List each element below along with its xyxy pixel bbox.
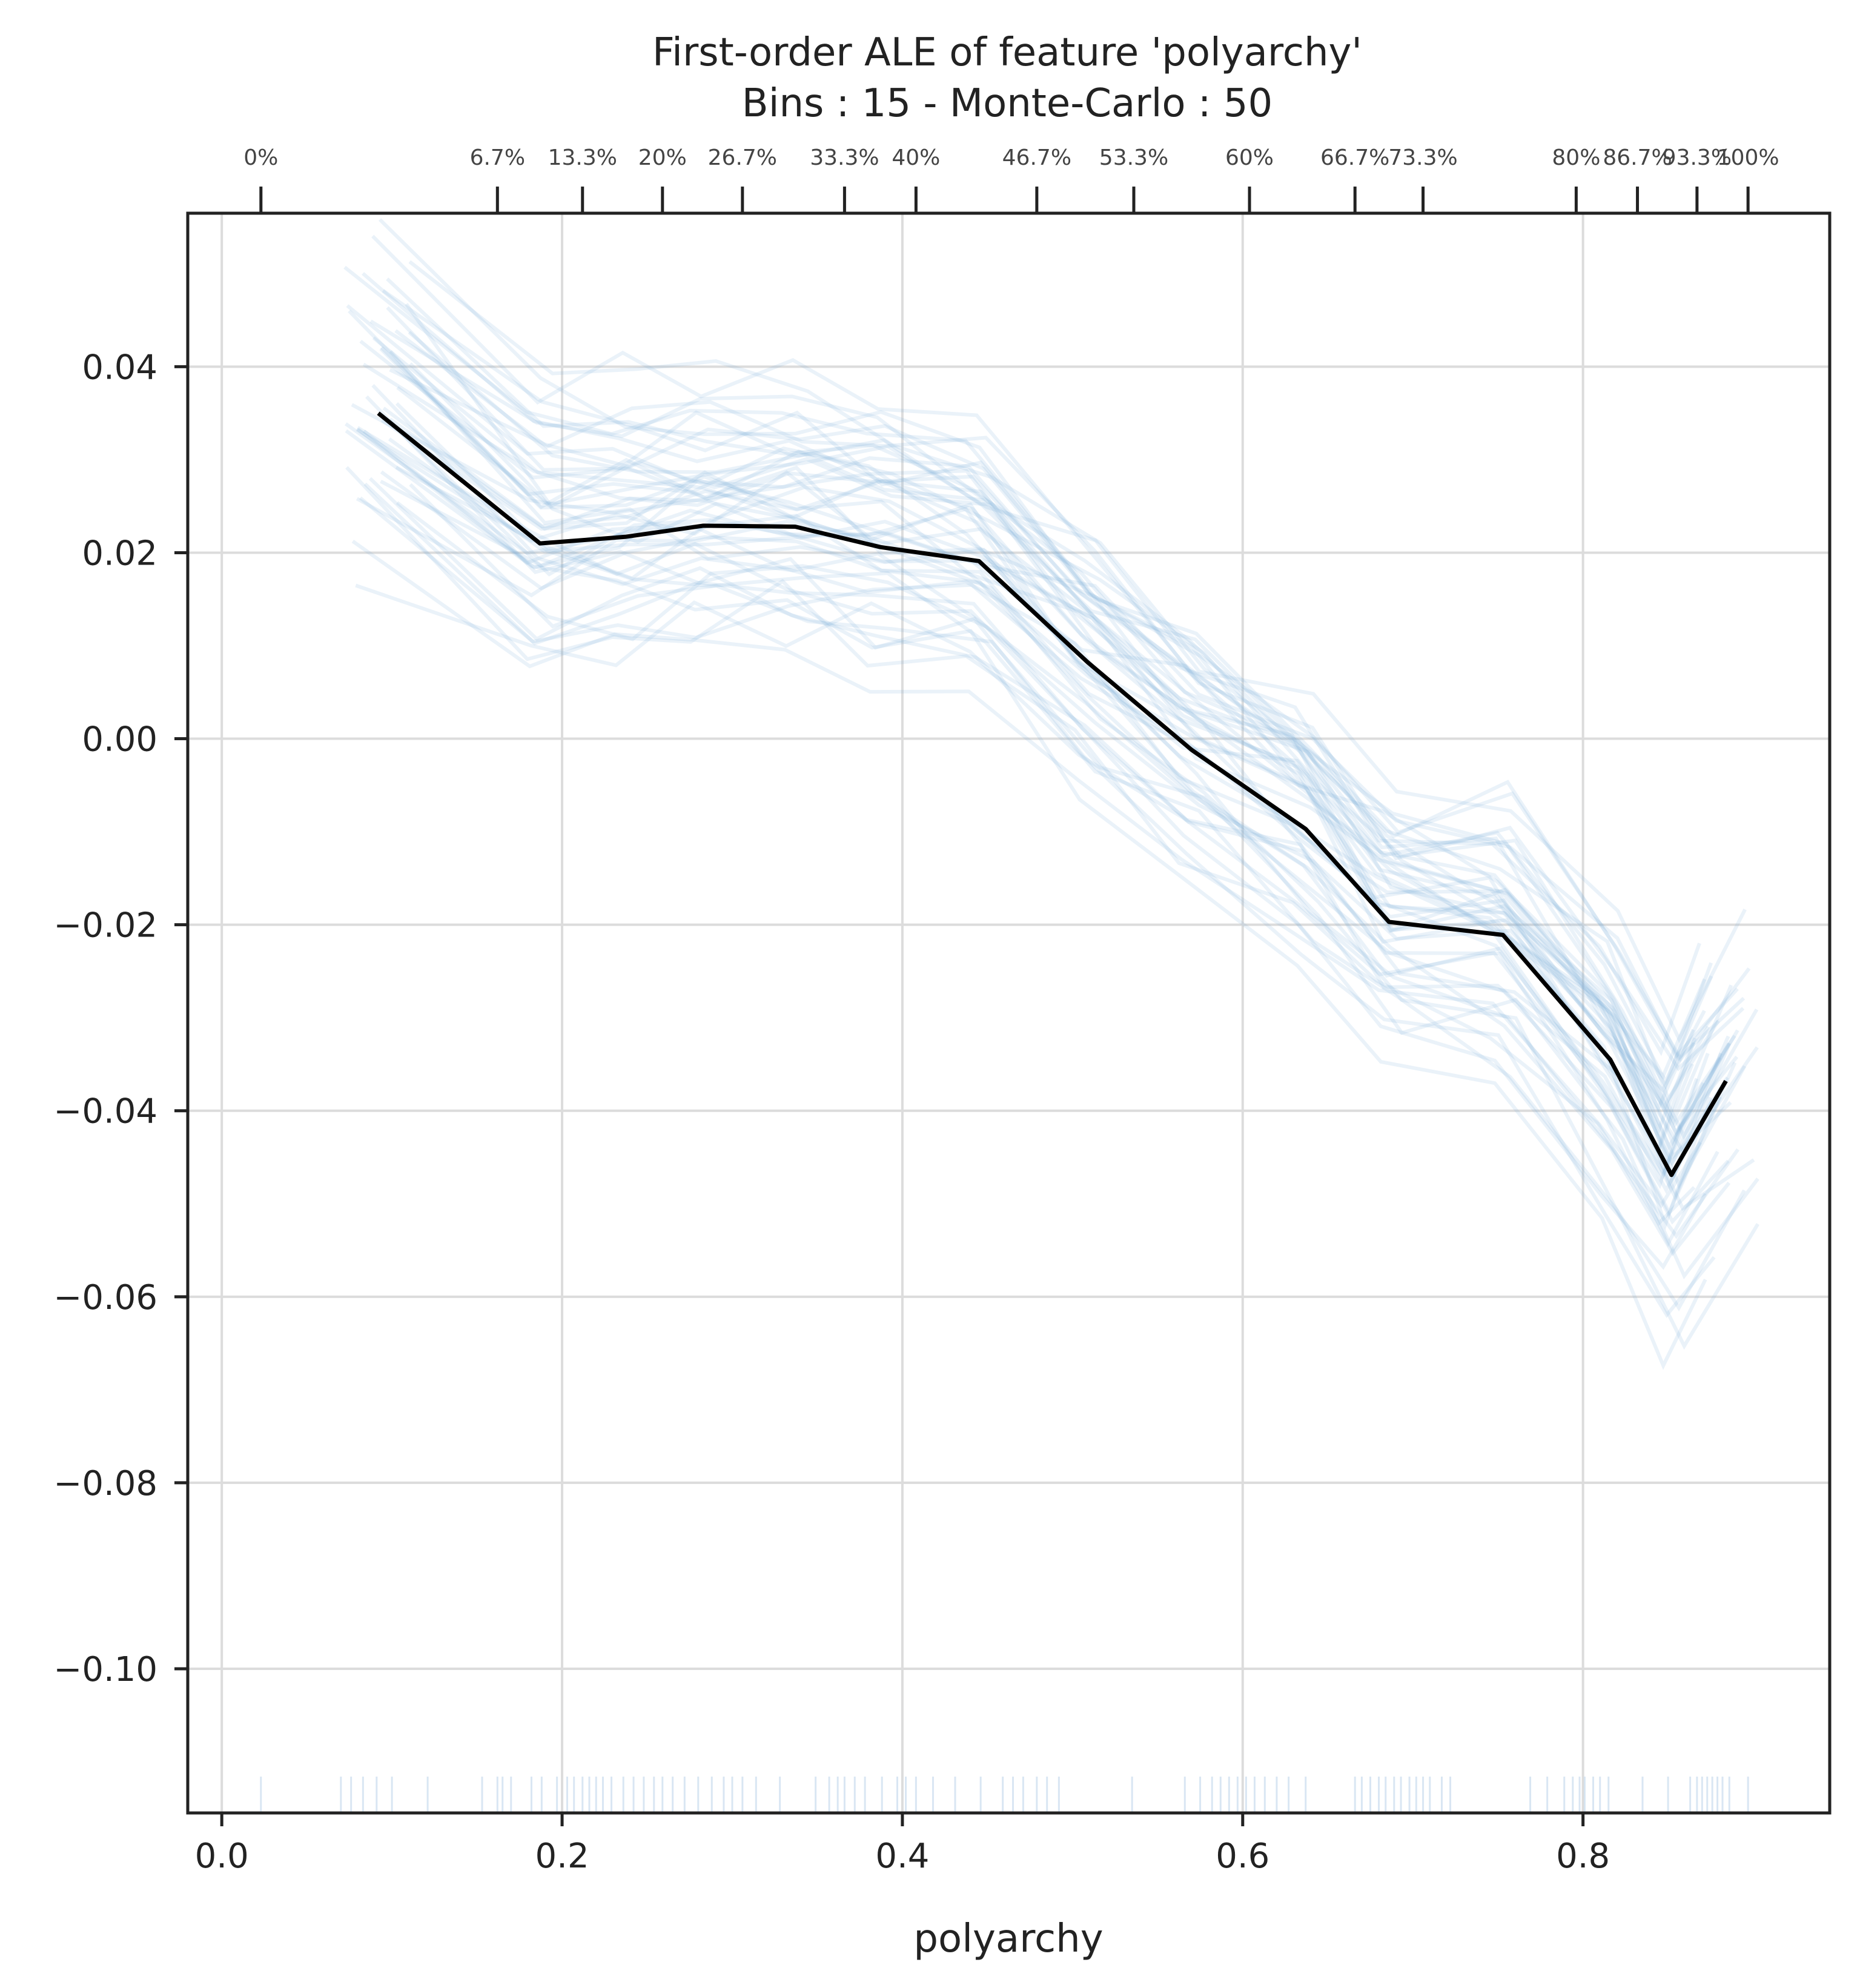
monte-carlo-line bbox=[368, 477, 1719, 1248]
y-tick-label: −0.08 bbox=[53, 1464, 157, 1503]
monte-carlo-line bbox=[356, 428, 1706, 1093]
x-tick-label: 0.0 bbox=[195, 1837, 249, 1876]
monte-carlo-line bbox=[386, 277, 1736, 1128]
monte-carlo-line bbox=[389, 417, 1739, 1138]
ale-main-line-group bbox=[377, 411, 1728, 1178]
chart-subtitle: Bins : 15 - Monte-Carlo : 50 bbox=[742, 81, 1273, 126]
monte-carlo-line bbox=[362, 272, 1712, 1230]
plot-frame bbox=[186, 211, 1832, 1815]
grid-lines bbox=[188, 213, 1830, 1813]
monte-carlo-line bbox=[379, 347, 1730, 1225]
monte-carlo-line bbox=[405, 303, 1755, 1211]
monte-carlo-line bbox=[355, 583, 1706, 1180]
x-axis-label: polyarchy bbox=[913, 1917, 1103, 1961]
quantile-tick-label: 66.7% bbox=[1320, 145, 1389, 170]
x-tick-label: 0.6 bbox=[1216, 1837, 1269, 1876]
monte-carlo-line bbox=[395, 465, 1746, 1061]
quantile-tick-label: 40% bbox=[892, 145, 940, 170]
quantile-tick-label: 26.7% bbox=[708, 145, 777, 170]
monte-carlo-line bbox=[396, 386, 1747, 1044]
quantile-tick-label: 60% bbox=[1225, 145, 1274, 170]
x-axis: 0.0 0.2 0.4 0.6 0.8 bbox=[195, 1813, 1610, 1876]
quantile-tick-label: 33.3% bbox=[810, 145, 879, 170]
monte-carlo-line bbox=[395, 501, 1747, 1190]
monte-carlo-line bbox=[362, 429, 1713, 1086]
monte-carlo-line bbox=[363, 482, 1715, 1194]
monte-carlo-line bbox=[356, 427, 1707, 1370]
monte-carlo-line bbox=[359, 496, 1710, 1178]
monte-carlo-line bbox=[382, 289, 1732, 1159]
quantile-axis: 0% 6.7% 13.3% 20% 26.7% 33.3% 40% 46.7% 53.3% 60%… bbox=[243, 145, 1779, 213]
monte-carlo-line bbox=[346, 304, 1697, 1134]
quantile-tick-label: 86.7% bbox=[1603, 145, 1672, 170]
monte-carlo-line bbox=[382, 406, 1733, 1125]
monte-carlo-line bbox=[345, 422, 1695, 1112]
monte-carlo-line bbox=[381, 419, 1732, 1184]
monte-carlo-line bbox=[394, 329, 1745, 1072]
monte-carlo-line bbox=[356, 497, 1707, 1080]
monte-carlo-line bbox=[369, 319, 1720, 1104]
quantile-tick-label: 20% bbox=[638, 145, 687, 170]
monte-carlo-line bbox=[351, 540, 1702, 1209]
rug-marks bbox=[260, 1777, 1749, 1812]
ale-main-line bbox=[377, 411, 1728, 1178]
monte-carlo-line bbox=[389, 368, 1739, 1059]
monte-carlo-line bbox=[378, 218, 1729, 1167]
monte-carlo-line bbox=[395, 402, 1746, 1311]
monte-carlo-line bbox=[408, 331, 1759, 1140]
monte-carlo-line bbox=[380, 470, 1731, 1147]
quantile-tick-label: 0% bbox=[243, 145, 278, 170]
monte-carlo-line bbox=[386, 306, 1737, 1201]
monte-carlo-line bbox=[362, 362, 1713, 1090]
monte-carlo-line bbox=[400, 432, 1751, 1062]
monte-carlo-line bbox=[388, 437, 1739, 1136]
y-tick-label: 0.00 bbox=[82, 720, 157, 760]
monte-carlo-line bbox=[356, 426, 1707, 1270]
y-tick-label: −0.04 bbox=[53, 1092, 157, 1132]
chart-title: First-order ALE of feature 'polyarchy' bbox=[652, 30, 1362, 75]
monte-carlo-line bbox=[408, 260, 1759, 1156]
x-tick-label: 0.8 bbox=[1556, 1837, 1610, 1876]
quantile-tick-label: 93.3% bbox=[1663, 145, 1732, 170]
y-tick-label: −0.10 bbox=[53, 1650, 157, 1689]
y-tick-label: 0.02 bbox=[82, 534, 157, 573]
x-tick-label: 0.4 bbox=[875, 1837, 929, 1876]
monte-carlo-line bbox=[359, 339, 1710, 1111]
quantile-tick-label: 53.3% bbox=[1099, 145, 1168, 170]
monte-carlo-line bbox=[389, 350, 1739, 1239]
monte-carlo-line bbox=[365, 395, 1716, 1318]
monte-carlo-lines bbox=[343, 218, 1759, 1370]
y-tick-label: −0.06 bbox=[53, 1278, 157, 1317]
monte-carlo-line bbox=[380, 479, 1730, 1168]
y-axis: 0.04 0.02 0.00 −0.02 −0.04 −0.06 −0.08 −0.10 bbox=[53, 348, 188, 1689]
monte-carlo-line bbox=[371, 384, 1723, 1217]
monte-carlo-line bbox=[348, 310, 1699, 1189]
quantile-tick-label: 13.3% bbox=[548, 145, 617, 170]
monte-carlo-line bbox=[343, 265, 1694, 1156]
monte-carlo-line bbox=[351, 403, 1701, 1056]
monte-carlo-line bbox=[345, 466, 1696, 1227]
monte-carlo-line bbox=[380, 346, 1731, 1257]
monte-carlo-line bbox=[372, 336, 1723, 1190]
y-tick-label: −0.02 bbox=[53, 906, 157, 946]
quantile-tick-label: 46.7% bbox=[1002, 145, 1071, 170]
monte-carlo-line bbox=[409, 483, 1759, 1280]
quantile-tick-label: 100% bbox=[1717, 145, 1779, 170]
quantile-tick-label: 6.7% bbox=[470, 145, 525, 170]
monte-carlo-line bbox=[371, 234, 1722, 1151]
quantile-tick-label: 73.3% bbox=[1388, 145, 1457, 170]
quantile-tick-label: 80% bbox=[1552, 145, 1600, 170]
y-tick-label: 0.04 bbox=[82, 348, 157, 387]
x-tick-label: 0.2 bbox=[535, 1837, 589, 1876]
